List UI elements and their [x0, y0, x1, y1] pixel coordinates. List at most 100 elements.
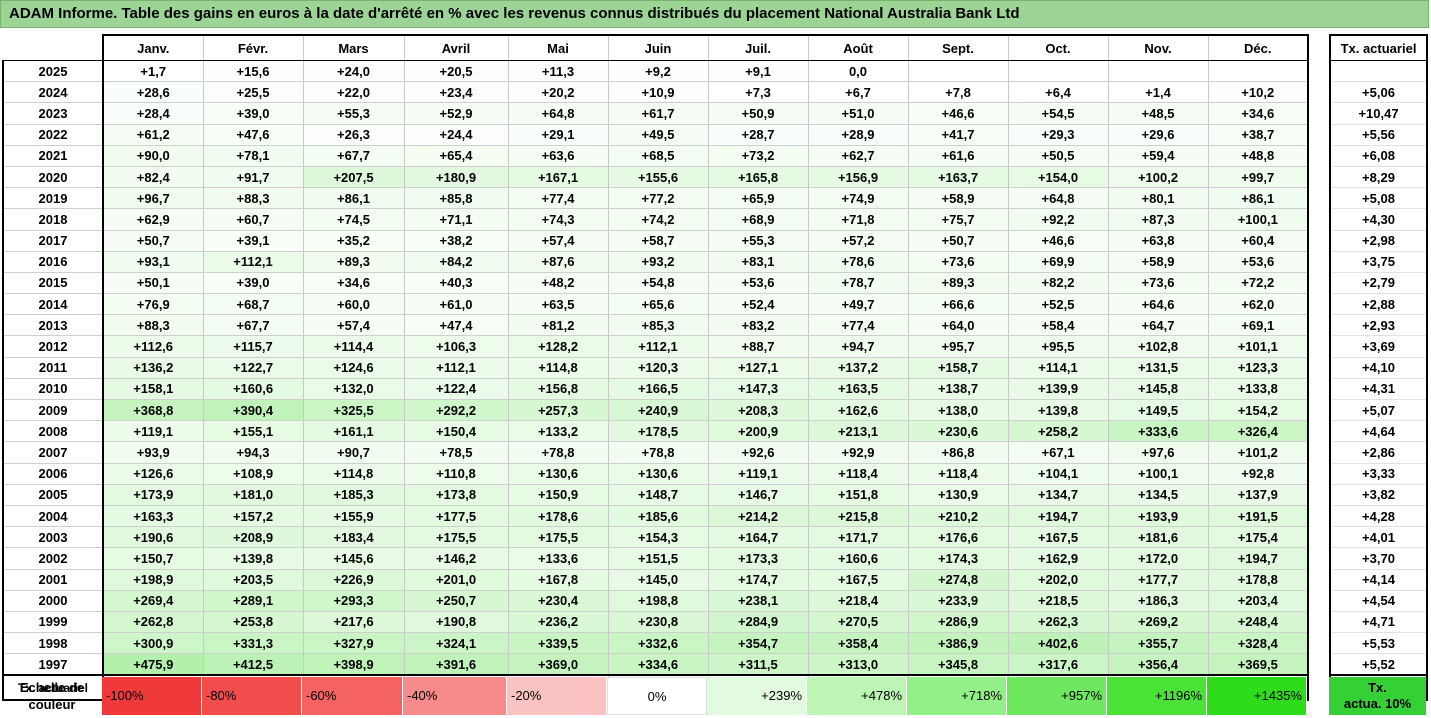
table-row: 2007 +93,9 +94,3 +90,7 +78,5 +78,8 +78,8 +92,6 +… [2, 441, 1309, 464]
gain-cell: +39,1 [203, 230, 304, 252]
gain-cell: +90,7 [303, 441, 405, 464]
annual-row: +4,28 [1329, 505, 1428, 528]
gain-cell: +176,6 [908, 526, 1009, 549]
gain-cell: +126,6 [103, 463, 204, 485]
gain-cell: +154,0 [1008, 166, 1109, 189]
year-cell: 2014 [2, 293, 104, 316]
gain-cell: +39,0 [203, 272, 304, 295]
gain-cell: +313,0 [808, 653, 909, 677]
gain-cell: +289,1 [203, 590, 304, 612]
table-row: 2000 +269,4 +289,1 +293,3 +250,7 +230,4 +198,8… [2, 590, 1309, 612]
table-row: 2018 +62,9 +60,7 +74,5 +71,1 +74,3 +74,2 +68,9 +… [2, 208, 1309, 231]
gain-cell: +85,8 [404, 187, 509, 210]
annual-row: +4,30 [1329, 208, 1428, 231]
gain-cell: +160,6 [203, 378, 304, 401]
gain-cell: +158,7 [908, 357, 1009, 379]
gain-cell: +157,2 [203, 505, 304, 528]
gain-cell: 0,0 [808, 60, 909, 83]
annual-row: +5,52 [1329, 653, 1428, 677]
gain-cell: +89,3 [303, 251, 405, 273]
gain-cell: +50,5 [1008, 145, 1109, 167]
gain-cell: +29,1 [508, 124, 609, 146]
gain-cell: +73,2 [708, 145, 809, 167]
gain-cell: +172,0 [1108, 547, 1209, 570]
gain-cell: +114,4 [303, 335, 405, 358]
gain-cell: +150,7 [103, 547, 204, 570]
gain-cell: +84,2 [404, 251, 509, 273]
year-cell: 2003 [2, 526, 104, 549]
gain-cell: +10,2 [1208, 81, 1309, 104]
gain-cell: +101,2 [1208, 441, 1309, 464]
year-cell: 2023 [2, 102, 104, 125]
gain-cell: +78,6 [808, 251, 909, 273]
month-header: Janv. [103, 34, 204, 61]
table-row: 2004 +163,3 +157,2 +155,9 +177,5 +178,6 +185,6… [2, 505, 1309, 528]
gain-cell: +34,6 [303, 272, 405, 295]
gain-cell: +334,6 [608, 653, 709, 677]
gain-cell: +23,4 [404, 81, 509, 104]
gain-cell: +63,5 [508, 293, 609, 316]
gain-cell: +112,1 [404, 357, 509, 379]
gain-cell: +133,8 [1208, 378, 1309, 401]
gain-cell: +86,8 [908, 441, 1009, 464]
gain-cell: +67,7 [203, 314, 304, 337]
gain-cell: +155,9 [303, 505, 405, 528]
gain-cell: +133,2 [508, 420, 609, 443]
month-header: Avril [404, 34, 509, 61]
annual-row: +3,82 [1329, 484, 1428, 506]
month-header: Sept. [908, 34, 1009, 61]
gain-cell: +156,9 [808, 166, 909, 189]
gain-cell: +73,6 [908, 251, 1009, 273]
gain-cell: +51,0 [808, 102, 909, 125]
gain-cell: +6,4 [1008, 81, 1109, 104]
gain-cell: +34,6 [1208, 102, 1309, 125]
gain-cell [1008, 60, 1109, 83]
table-row: 2012 +112,6 +115,7 +114,4 +106,3 +128,2 +112,1… [2, 335, 1309, 358]
annual-row: +10,47 [1329, 102, 1428, 125]
gain-cell: +20,2 [508, 81, 609, 104]
month-header: Août [808, 34, 909, 61]
gain-cell: +93,9 [103, 441, 204, 464]
gain-cell: +191,5 [1208, 505, 1309, 528]
gain-cell: +118,4 [908, 463, 1009, 485]
gain-cell: +208,9 [203, 526, 304, 549]
year-cell: 2022 [2, 124, 104, 146]
color-scale-cell: +239% [707, 677, 807, 715]
gain-cell: +317,6 [1008, 653, 1109, 677]
gain-cell: +150,4 [404, 420, 509, 443]
gain-cell: +60,4 [1208, 230, 1309, 252]
gain-cell: +20,5 [404, 60, 509, 83]
gain-cell: +173,8 [404, 484, 509, 506]
gain-cell: +78,8 [508, 441, 609, 464]
gain-cell: +132,0 [303, 378, 405, 401]
annual-rate-cell: +3,69 [1329, 335, 1428, 358]
annual-rate-cell: +5,52 [1329, 653, 1428, 677]
gain-cell: +475,9 [103, 653, 204, 677]
gain-cell: +166,5 [608, 378, 709, 401]
gain-cell: +52,5 [1008, 293, 1109, 316]
gain-cell: +163,3 [103, 505, 204, 528]
gain-cell: +67,7 [303, 145, 405, 167]
gains-table: Janv. Févr. Mars Avril Mai Juin Juil. Août Sept.… [2, 34, 1309, 702]
gain-cell: +48,2 [508, 272, 609, 295]
year-cell: 2010 [2, 378, 104, 401]
gain-cell: +167,5 [808, 569, 909, 591]
gain-cell: +28,6 [103, 81, 204, 104]
gain-cell: +106,3 [404, 335, 509, 358]
gain-cell: +7,3 [708, 81, 809, 104]
gain-cell: +230,4 [508, 590, 609, 612]
month-header: Mai [508, 34, 609, 61]
gain-cell: +292,2 [404, 399, 509, 422]
gain-cell: +151,8 [808, 484, 909, 506]
annual-row: +2,86 [1329, 441, 1428, 464]
gain-cell: +217,6 [303, 611, 405, 634]
annual-rate-cell: +8,29 [1329, 166, 1428, 189]
gain-cell: +133,6 [508, 547, 609, 570]
gain-cell: +150,9 [508, 484, 609, 506]
gain-cell: +177,5 [404, 505, 509, 528]
gain-cell: +53,6 [1208, 251, 1309, 273]
gain-cell: +270,5 [808, 611, 909, 634]
gain-cell: +61,7 [608, 102, 709, 125]
gain-cell: +145,0 [608, 569, 709, 591]
annual-row: +5,07 [1329, 399, 1428, 422]
